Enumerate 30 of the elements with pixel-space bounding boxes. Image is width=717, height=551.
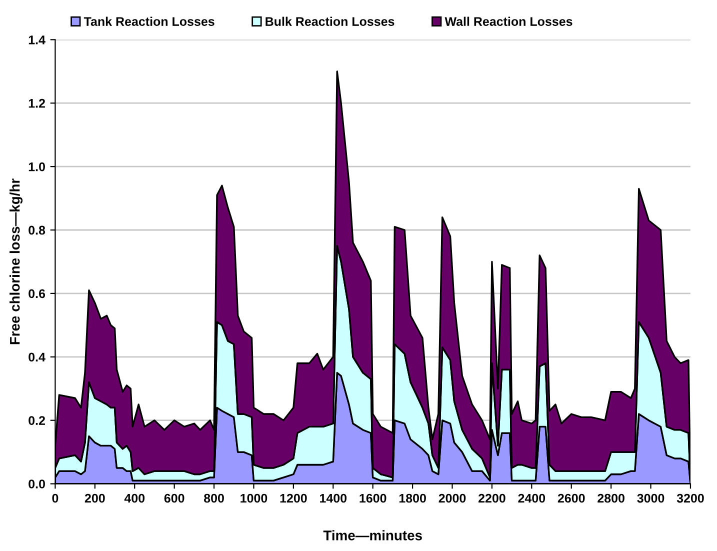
x-tick-label: 1000 — [240, 494, 268, 503]
x-tick-label: 2400 — [518, 494, 546, 503]
x-tick-label: 2000 — [438, 494, 466, 503]
legend-label: Wall Reaction Losses — [444, 16, 572, 26]
y-axis-title: Free chlorine loss—kg/hr — [10, 178, 23, 344]
y-tick-label: 0.4 — [28, 352, 46, 362]
y-tick-label: 0.0 — [28, 480, 45, 488]
x-tick-label: 800 — [204, 494, 224, 503]
x-tick-label: 1200 — [280, 494, 307, 503]
x-tick-label: 400 — [124, 494, 145, 503]
x-tick-label: 600 — [164, 494, 184, 503]
x-tick-label: 2600 — [558, 494, 585, 503]
x-tick-label: 2200 — [478, 494, 506, 503]
x-tick-label: 1800 — [399, 494, 426, 503]
legend-label: Tank Reaction Losses — [84, 16, 214, 26]
y-tick-label: 1.4 — [28, 36, 46, 44]
x-tick-label: 3000 — [637, 494, 664, 503]
legend-label: Bulk Reaction Losses — [266, 16, 394, 26]
x-tick-label: 2800 — [598, 494, 624, 503]
y-tick-label: 1.0 — [28, 162, 45, 172]
y-tick-label: 0.6 — [28, 289, 46, 298]
x-tick-label: 0 — [52, 494, 58, 503]
y-tick-label: 1.2 — [28, 98, 45, 108]
y-tick-label: 0.8 — [28, 226, 46, 235]
x-tick-label: 3200 — [676, 494, 704, 503]
x-tick-label: 1600 — [360, 494, 386, 503]
x-tick-label: 1400 — [320, 494, 347, 503]
y-tick-label: 0.2 — [28, 416, 45, 425]
x-axis-title: Time—minutes — [323, 530, 422, 540]
x-tick-label: 200 — [84, 494, 105, 503]
